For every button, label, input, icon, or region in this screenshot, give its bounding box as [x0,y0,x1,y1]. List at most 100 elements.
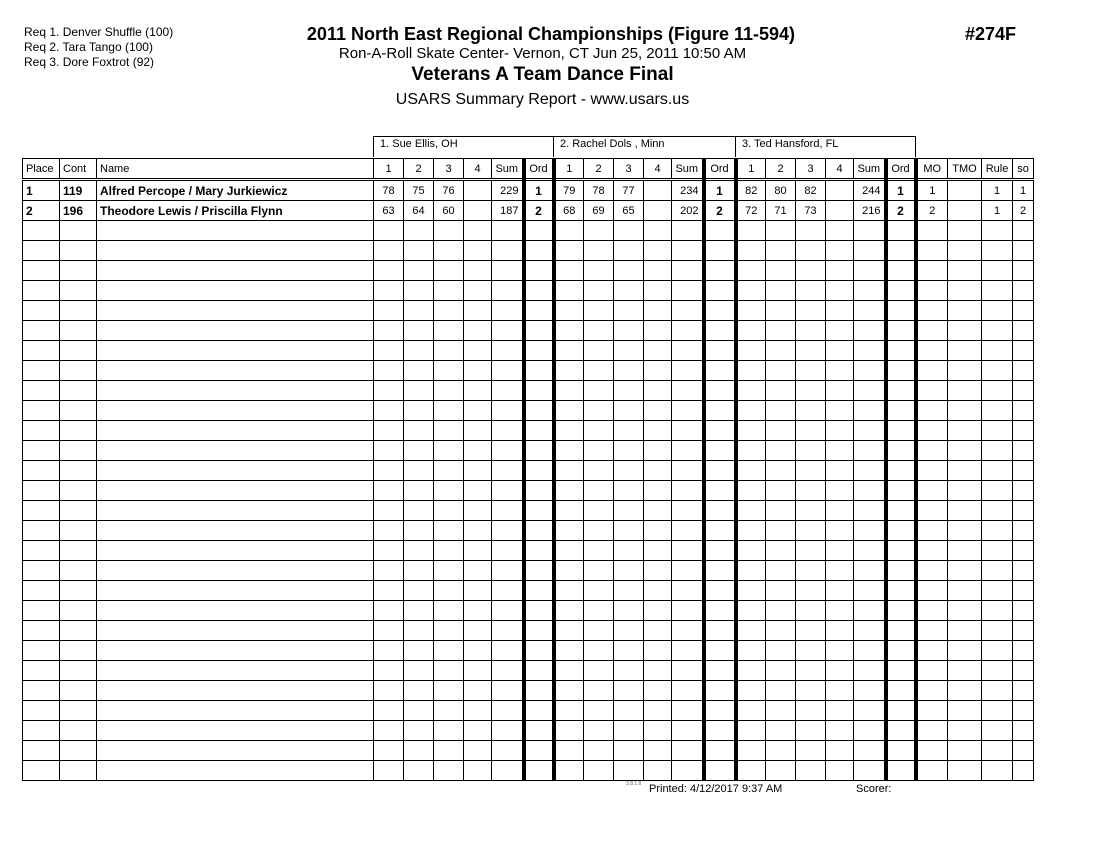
table-cell [403,540,434,561]
table-cell [643,640,672,661]
table-cell [733,400,766,421]
table-cell [795,760,826,781]
table-cell [583,400,614,421]
table-cell [373,580,404,601]
table-cell [701,620,736,641]
table-cell [795,400,826,421]
table-cell [643,380,672,401]
table-cell [733,360,766,381]
table-cell [795,540,826,561]
table-cell [947,200,982,221]
table-cell [883,260,916,281]
table-cell [1012,420,1034,441]
table-cell [373,600,404,621]
table-cell [701,760,736,781]
table-cell [96,560,374,581]
table-cell [403,260,434,281]
table-cell [795,240,826,261]
table-cell [491,560,524,581]
table-cell [913,520,948,541]
table-cell [491,700,524,721]
table-cell [947,360,982,381]
table-cell [583,720,614,741]
table-cell [913,760,948,781]
empty-row [22,720,1034,741]
table-cell [433,620,464,641]
column-header: 4 [463,158,492,181]
table-cell [551,600,584,621]
table-cell [981,320,1013,341]
table-cell [853,580,886,601]
table-cell [583,260,614,281]
table-cell [701,480,736,501]
table-cell: 1 [913,179,948,201]
table-cell [373,700,404,721]
empty-row [22,320,1034,341]
table-cell [373,420,404,441]
table-cell [521,700,554,721]
table-cell [981,400,1013,421]
table-cell [825,400,854,421]
table-cell [433,420,464,441]
table-cell [59,260,97,281]
table-cell [583,280,614,301]
table-cell [551,700,584,721]
table-cell [671,380,704,401]
table-cell [463,200,492,221]
table-cell [96,440,374,461]
table-cell [643,720,672,741]
table-cell [733,540,766,561]
table-cell [463,740,492,761]
table-cell [643,460,672,481]
table-cell [981,540,1013,561]
table-cell [521,720,554,741]
table-cell [981,300,1013,321]
table-cell [947,620,982,641]
table-cell [433,260,464,281]
table-cell [733,320,766,341]
table-cell [853,660,886,681]
table-cell [947,460,982,481]
table-cell [671,720,704,741]
table-cell: 69 [583,200,614,221]
table-cell [733,660,766,681]
column-header: 2 [583,158,614,181]
table-cell [433,760,464,781]
table-cell [433,560,464,581]
column-header: 3 [795,158,826,181]
table-cell [795,380,826,401]
table-cell [733,580,766,601]
column-header: Sum [491,158,524,181]
table-cell [733,480,766,501]
table-cell [825,360,854,381]
table-cell [981,660,1013,681]
req-1: Req 1. Denver Shuffle (100) [24,25,174,39]
table-cell [947,580,982,601]
table-cell [671,760,704,781]
table-cell [613,280,644,301]
table-cell [883,680,916,701]
table-cell [403,520,434,541]
table-cell [765,720,796,741]
table-cell [491,720,524,741]
table-cell [765,660,796,681]
table-cell [913,460,948,481]
table-cell [463,440,492,461]
table-cell [671,680,704,701]
table-cell [947,500,982,521]
table-cell [643,400,672,421]
table-cell [491,540,524,561]
table-cell [795,640,826,661]
table-cell [733,600,766,621]
table-cell [701,640,736,661]
table-cell [583,740,614,761]
table-cell [551,300,584,321]
table-cell [1012,660,1034,681]
table-cell [981,280,1013,301]
table-cell: 1 [1012,179,1034,201]
table-cell [403,280,434,301]
table-cell [403,300,434,321]
empty-row [22,760,1034,781]
table-cell [825,660,854,681]
table-cell: 77 [613,179,644,201]
